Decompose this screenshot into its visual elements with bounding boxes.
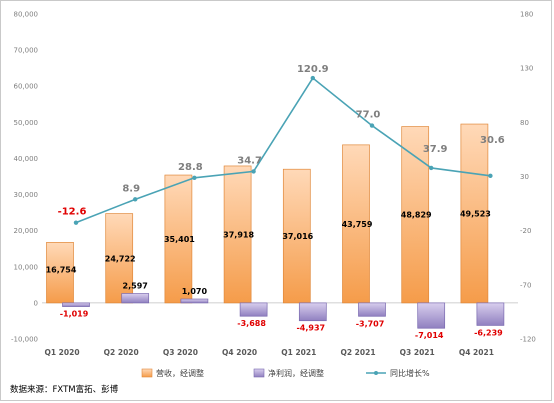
legend: 营收，经调整 净利润，经调整 同比增长% xyxy=(141,368,430,378)
net-profit-value-label: -6,239 xyxy=(474,328,503,337)
yoy-value-label: 28.8 xyxy=(178,162,203,173)
net-profit-value-label: 2,597 xyxy=(123,282,148,291)
category-label: Q3 2021 xyxy=(400,348,435,357)
right-tick-label: 30 xyxy=(520,173,529,181)
legend-label-net-profit: 净利润，经调整 xyxy=(268,368,324,378)
net-profit-value-label: 1,070 xyxy=(182,287,208,296)
yoy-point xyxy=(133,197,138,202)
left-tick-label: 10,000 xyxy=(14,263,39,271)
category-label: Q2 2020 xyxy=(104,348,139,357)
left-tick-label: 70,000 xyxy=(14,47,39,55)
legend-swatch-net-profit xyxy=(253,368,265,378)
yoy-point xyxy=(73,220,79,225)
revenue-bar xyxy=(223,165,252,304)
net-profit-value-label: -3,688 xyxy=(237,319,266,328)
yoy-point xyxy=(369,123,375,128)
yoy-value-label: 34.7 xyxy=(237,155,262,166)
net-profit-value-label: -1,019 xyxy=(60,310,89,319)
legend-label-revenue: 营收，经调整 xyxy=(156,368,204,378)
yoy-value-label: 77.0 xyxy=(356,110,381,121)
right-tick-label: 80 xyxy=(520,119,529,127)
category-label: Q2 2021 xyxy=(340,348,375,357)
legend-swatch-revenue xyxy=(141,368,153,378)
category-label: Q1 2020 xyxy=(44,348,79,357)
yoy-point xyxy=(192,175,197,180)
revenue-value-label: 24,722 xyxy=(105,254,136,263)
revenue-bar xyxy=(105,213,134,304)
revenue-bar xyxy=(282,168,311,304)
source-note: 数据来源：FXTM富拓、彭博 xyxy=(10,384,119,395)
category-labels: Q1 2020 Q2 2020 Q3 2020 Q4 2020 Q1 2021 Q2 20… xyxy=(44,348,493,357)
yoy-value-label: 37.9 xyxy=(423,144,448,155)
net-profit-bar xyxy=(298,302,327,322)
net-profit-bars xyxy=(62,293,505,329)
yoy-point xyxy=(251,169,256,174)
yoy-point xyxy=(429,165,434,171)
net-profit-bar xyxy=(180,298,209,304)
revenue-value-label: 35,401 xyxy=(164,235,195,244)
revenue-bar xyxy=(460,123,489,304)
yoy-point xyxy=(310,75,315,81)
net-profit-value-label: -4,937 xyxy=(296,324,325,333)
left-tick-label: 40,000 xyxy=(14,155,39,163)
category-label: Q4 2021 xyxy=(459,348,494,357)
revenue-bar xyxy=(46,242,74,304)
right-tick-label: -120 xyxy=(520,336,536,344)
yoy-point xyxy=(488,173,493,179)
revenue-value-label: 16,754 xyxy=(46,266,77,275)
revenue-value-label: 37,016 xyxy=(282,232,313,241)
revenue-value-label: 43,759 xyxy=(342,220,373,229)
category-label: Q4 2020 xyxy=(222,348,257,357)
yoy-line xyxy=(73,75,493,225)
yoy-value-label: 8.9 xyxy=(122,183,140,194)
net-profit-bar xyxy=(121,293,150,304)
right-tick-label: 130 xyxy=(520,65,533,73)
right-tick-label: 180 xyxy=(520,11,533,19)
right-axis-ticks: -120 -70 -20 30 80 130 180 xyxy=(520,11,536,344)
yoy-value-label: -12.6 xyxy=(58,207,87,218)
category-label: Q1 2021 xyxy=(281,348,316,357)
net-profit-value-label: -7,014 xyxy=(415,331,444,340)
net-profit-bar xyxy=(476,302,505,326)
yoy-value-label: 120.9 xyxy=(297,64,329,75)
net-profit-bar xyxy=(358,302,386,317)
left-tick-label: -10,000 xyxy=(11,336,38,344)
left-tick-label: 20,000 xyxy=(14,227,39,235)
yoy-polyline xyxy=(75,76,491,224)
right-tick-label: -70 xyxy=(520,281,531,289)
left-tick-label: 30,000 xyxy=(14,191,39,199)
data-labels: 16,754 -1,019 24,722 2,597 35,401 1,070 37,918… xyxy=(46,64,505,340)
revenue-value-label: 37,918 xyxy=(223,230,254,239)
yoy-value-label: 30.6 xyxy=(480,135,505,146)
legend-label-yoy: 同比增长% xyxy=(390,368,430,378)
category-label: Q3 2020 xyxy=(163,348,198,357)
left-axis-ticks: -10,000 0 10,000 20,000 30,000 40,000 50,000 60… xyxy=(11,11,38,344)
revenue-value-label: 49,523 xyxy=(460,209,491,218)
revenue-bar xyxy=(164,174,193,304)
revenue-bars xyxy=(46,123,489,304)
revenue-bar xyxy=(342,144,370,304)
left-tick-label: 0 xyxy=(34,299,38,307)
net-profit-value-label: -3,707 xyxy=(356,319,385,328)
net-profit-bar xyxy=(417,302,446,329)
legend-marker-yoy xyxy=(374,371,378,375)
left-tick-label: 50,000 xyxy=(14,119,39,127)
left-tick-label: 60,000 xyxy=(14,83,39,91)
revenue-value-label: 48,829 xyxy=(401,211,432,220)
right-tick-label: -20 xyxy=(520,227,531,235)
net-profit-bar xyxy=(62,302,90,307)
net-profit-bar xyxy=(239,302,268,317)
left-tick-label: 80,000 xyxy=(14,11,39,19)
